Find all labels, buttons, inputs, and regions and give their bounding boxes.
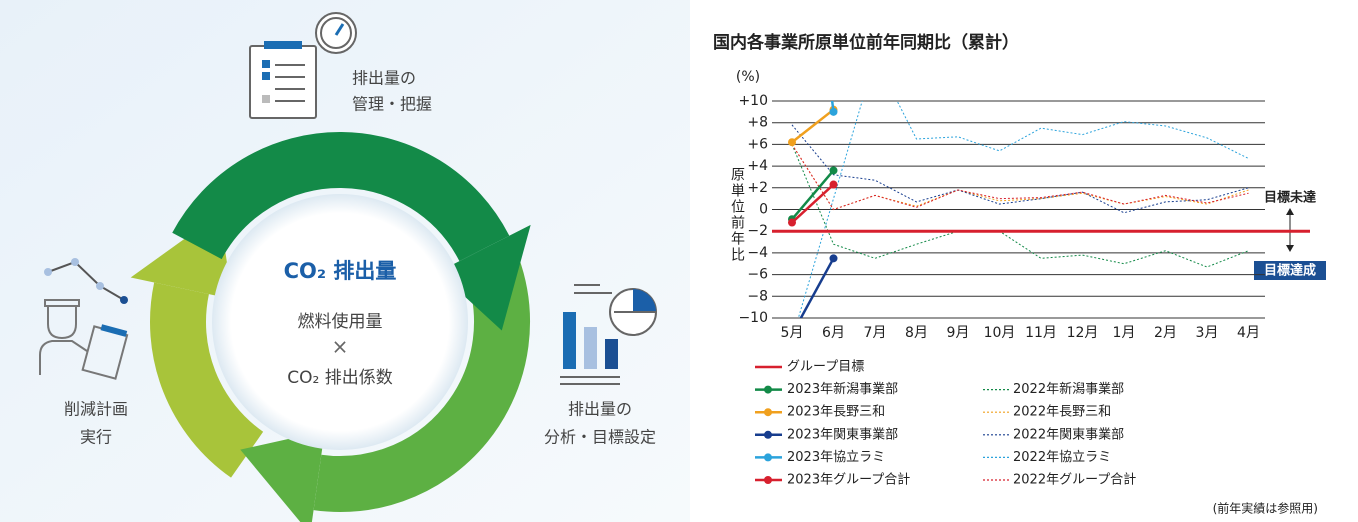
x-tick-label: 12月 — [1067, 325, 1099, 341]
series-line — [792, 58, 1249, 340]
point — [830, 108, 838, 116]
legend-label: 2022年関東事業部 — [1013, 426, 1124, 442]
top-label: 管理・把握 — [352, 95, 432, 114]
y-tick-label: −10 — [738, 310, 768, 326]
y-tick-label: +8 — [747, 115, 768, 131]
center-title: CO₂ 排出量 — [284, 259, 397, 283]
y-tick-label: +10 — [738, 93, 768, 109]
y-axis-label: 原単位前年比 — [729, 167, 745, 263]
x-tick-label: 9月 — [947, 325, 970, 341]
series-line — [792, 144, 1249, 267]
left-label: 実行 — [80, 428, 112, 447]
point — [830, 254, 838, 262]
y-tick-label: +2 — [747, 180, 768, 196]
figure: CO₂ 排出量 燃料使用量 × CO₂ 排出係数 排出量の 管理・把握 排出量の… — [0, 0, 1358, 522]
series-line — [792, 185, 834, 223]
y-tick-label: +6 — [747, 136, 768, 152]
legend-label: 2023年新潟事業部 — [787, 381, 898, 397]
x-tick-label: 4月 — [1237, 325, 1260, 341]
x-tick-label: 11月 — [1025, 325, 1057, 341]
legend-label: 2022年協立ラミ — [1013, 450, 1111, 465]
annotation: 目標未達 — [1264, 190, 1316, 206]
series-line — [792, 110, 834, 143]
point — [830, 166, 838, 174]
legend-marker — [764, 453, 772, 461]
note: (前年実績は参照用) — [1213, 501, 1318, 516]
y-tick-label: −6 — [747, 267, 768, 283]
legend-marker — [764, 386, 772, 394]
annotation: 目標達成 — [1264, 263, 1316, 279]
series-line — [792, 170, 834, 219]
legend-label: 2022年新潟事業部 — [1013, 381, 1124, 397]
point — [788, 219, 796, 227]
left-label: 削減計画 — [64, 400, 128, 419]
point — [830, 181, 838, 189]
right-label: 排出量の — [568, 400, 632, 419]
y-tick-label: +4 — [747, 158, 768, 174]
y-tick-label: −2 — [747, 223, 768, 239]
x-tick-label: 3月 — [1196, 325, 1219, 341]
y-unit: (%) — [736, 69, 760, 85]
x-tick-label: 1月 — [1113, 325, 1136, 341]
x-tick-label: 5月 — [781, 325, 804, 341]
legend-label: 2022年長野三和 — [1013, 405, 1111, 420]
legend-marker — [764, 431, 772, 439]
legend-label: 2023年グループ合計 — [787, 472, 910, 488]
center-line: 燃料使用量 — [298, 311, 383, 332]
legend-marker — [764, 408, 772, 416]
chart-title: 国内各事業所原単位前年同期比（累計） — [713, 32, 1019, 53]
y-tick-label: 0 — [759, 202, 768, 218]
series-line — [792, 0, 834, 112]
legend-label: グループ目標 — [787, 360, 864, 375]
right-label: 分析・目標設定 — [544, 428, 656, 447]
legend-label: 2023年関東事業部 — [787, 426, 898, 442]
x-tick-label: 7月 — [864, 325, 887, 341]
legend-label: 2022年グループ合計 — [1013, 472, 1136, 488]
point — [788, 138, 796, 146]
x-tick-label: 10月 — [984, 325, 1016, 341]
series-line — [792, 144, 1249, 209]
y-tick-label: −8 — [747, 288, 768, 304]
center-line: × — [332, 335, 349, 359]
x-tick-label: 8月 — [905, 325, 928, 341]
center-line: CO₂ 排出係数 — [287, 368, 392, 388]
page: CO₂ 排出量 燃料使用量 × CO₂ 排出係数 排出量の 管理・把握 排出量の… — [0, 0, 1358, 522]
legend-label: 2023年協立ラミ — [787, 450, 885, 465]
legend-label: 2023年長野三和 — [787, 405, 885, 420]
x-tick-label: 2月 — [1154, 325, 1177, 341]
top-label: 排出量の — [352, 69, 416, 88]
y-tick-label: −4 — [747, 245, 768, 261]
x-tick-label: 6月 — [822, 325, 845, 341]
legend-marker — [764, 476, 772, 484]
